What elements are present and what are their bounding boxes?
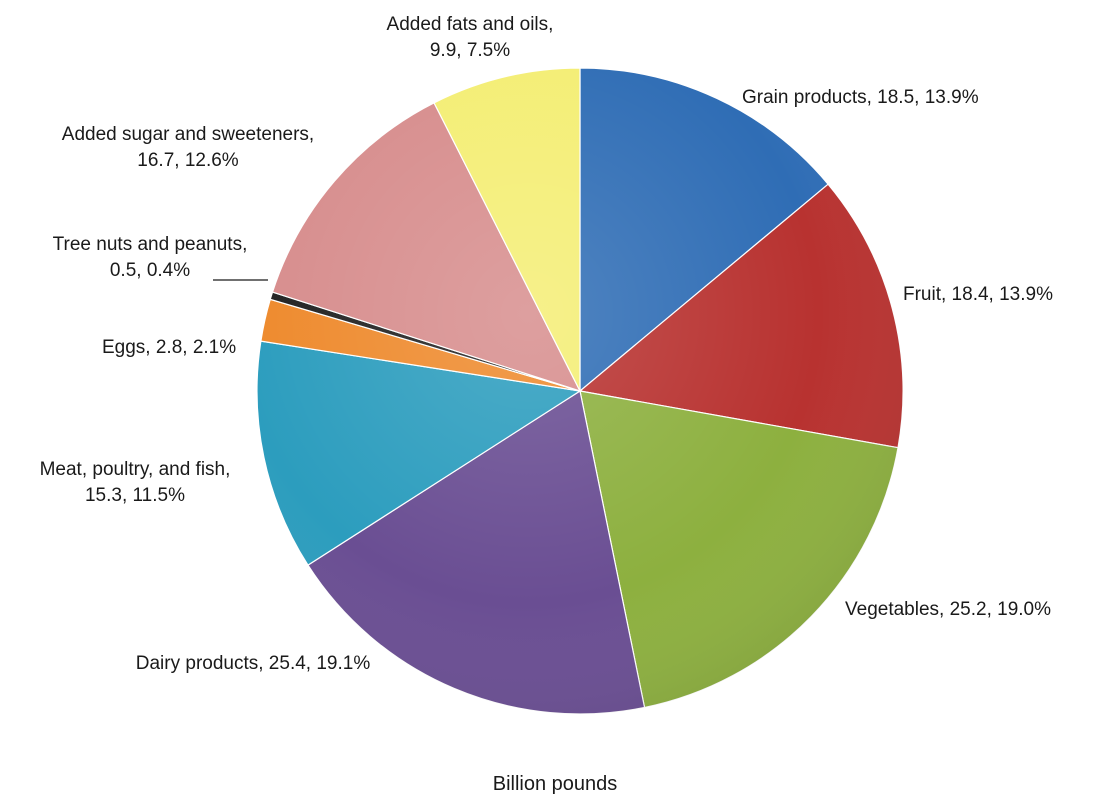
slice-label-added-fats-and-oils: Added fats and oils, 9.9, 7.5%	[387, 14, 554, 61]
slice-label-dairy-products: Dairy products, 25.4, 19.1%	[136, 653, 371, 674]
slice-label-meat-poultry-and-fish: Meat, poultry, and fish, 15.3, 11.5%	[40, 459, 231, 506]
slice-label-fruit: Fruit, 18.4, 13.9%	[903, 284, 1053, 305]
slice-label-vegetables: Vegetables, 25.2, 19.0%	[845, 599, 1051, 620]
slice-label-eggs: Eggs, 2.8, 2.1%	[102, 337, 236, 358]
slice-labels: Grain products, 18.5, 13.9% Fruit, 18.4, …	[40, 14, 1053, 674]
slice-label-tree-nuts-and-peanuts: Tree nuts and peanuts, 0.5, 0.4%	[53, 234, 248, 281]
slice-label-added-sugar-and-sweeteners: Added sugar and sweeteners, 16.7, 12.6%	[62, 124, 314, 171]
chart-caption: Billion pounds	[493, 773, 618, 795]
slice-label-grain-products: Grain products, 18.5, 13.9%	[742, 87, 979, 108]
pie-slices	[256, 67, 904, 715]
